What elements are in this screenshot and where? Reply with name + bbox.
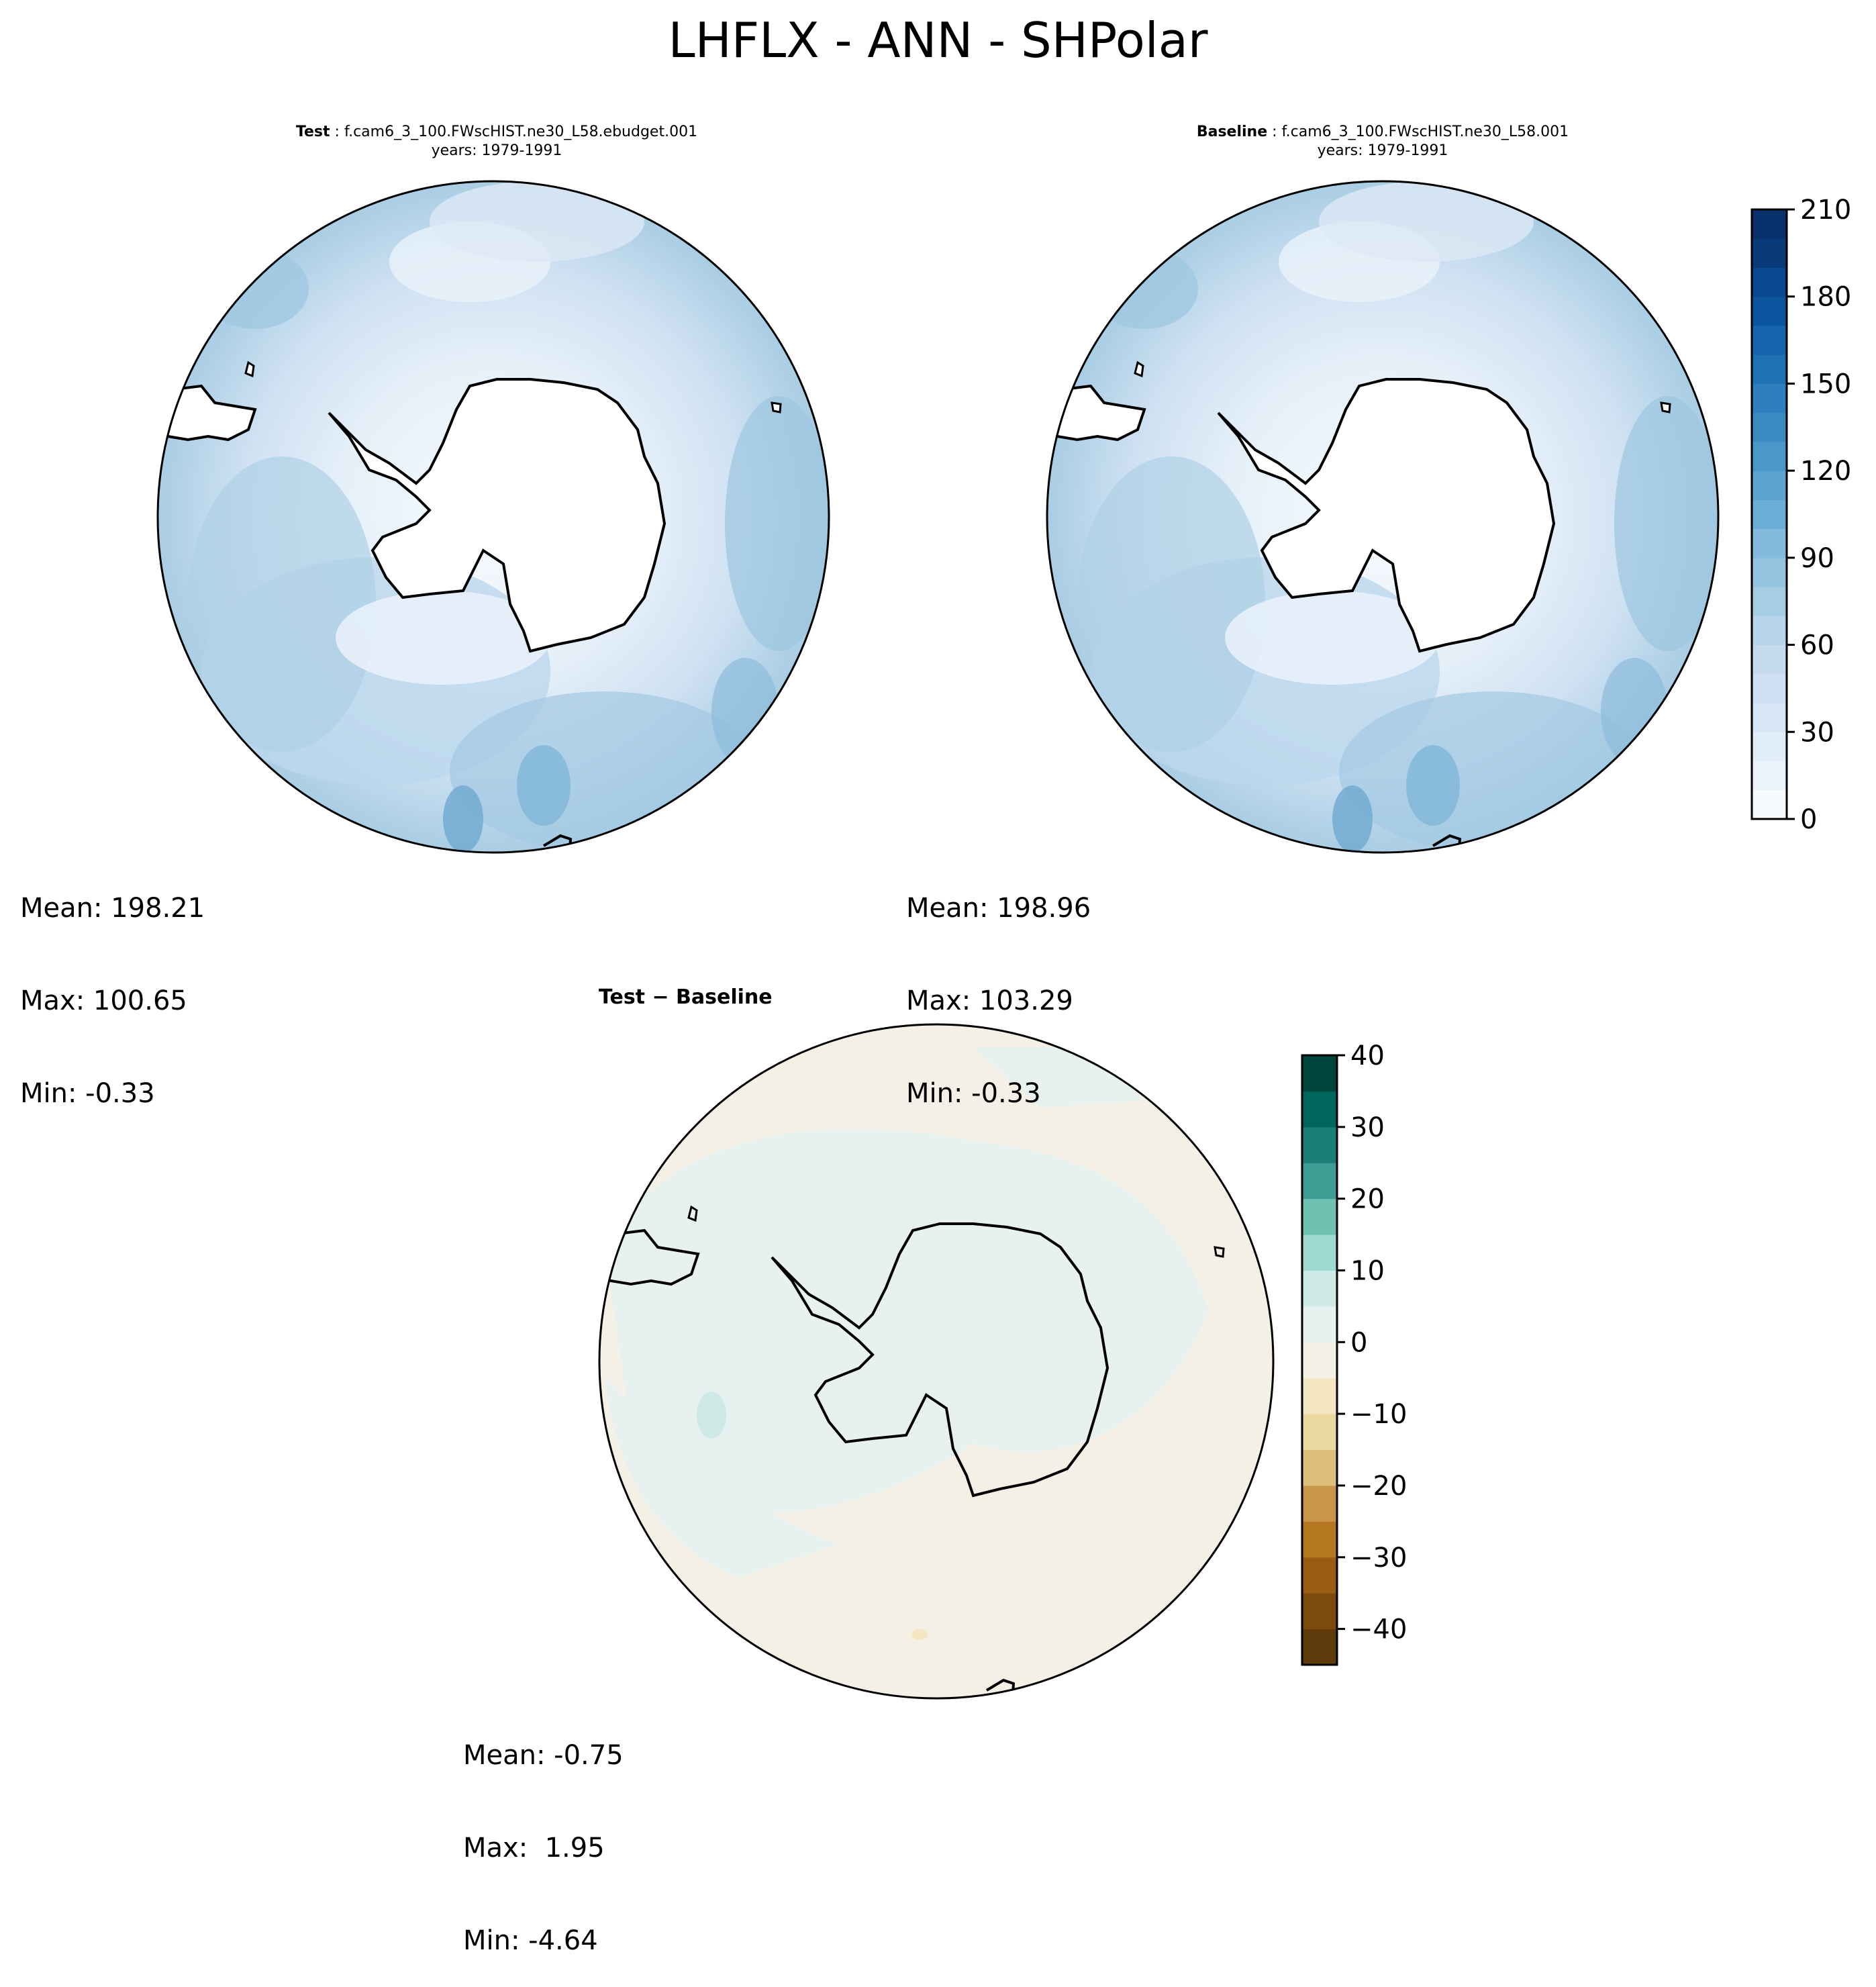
test-antarctica-land xyxy=(328,378,667,653)
diff-mean: Mean: -0.75 xyxy=(463,1740,624,1771)
diff-colorbar-segment xyxy=(1302,1377,1337,1414)
diff-colorbar-tick-label: −10 xyxy=(1350,1399,1407,1430)
diff-panel-title: Test − Baseline xyxy=(599,985,773,1009)
diff-colorbar-tick-label: −40 xyxy=(1350,1614,1407,1645)
baseline-panel-title: Baseline : f.cam6_3_100.FWscHIST.ne30_L5… xyxy=(1060,123,1705,160)
baseline-stats: Mean: 198.96 Max: 103.29 Min: -0.33 xyxy=(906,831,1091,1140)
diff-colorbar-tick-label: 20 xyxy=(1350,1184,1385,1215)
main-colorbar-segment xyxy=(1752,267,1787,297)
main-colorbar-segment xyxy=(1752,325,1787,355)
main-colorbar-tick-label: 0 xyxy=(1800,804,1817,832)
diff-colorbar: 40 30 20 10 0 −10 −20 −30 −40 xyxy=(1301,1040,1407,1666)
main-colorbar-segment xyxy=(1752,499,1787,530)
diff-colorbar-segment xyxy=(1302,1126,1337,1163)
diff-colorbar-tick-label: 30 xyxy=(1350,1112,1385,1143)
main-colorbar-segment xyxy=(1752,557,1787,587)
main-colorbar-segment xyxy=(1752,441,1787,471)
main-colorbar-tick-label: 150 xyxy=(1800,369,1851,399)
main-colorbar-segment xyxy=(1752,238,1787,268)
test-label: Test xyxy=(295,124,330,140)
diff-colorbar-segment xyxy=(1302,1234,1337,1271)
main-colorbar-frame xyxy=(1750,208,1788,820)
test-case-name: f.cam6_3_100.FWscHIST.ne30_L58.ebudget.0… xyxy=(344,124,698,140)
diff-colorbar-segment xyxy=(1302,1270,1337,1307)
diff-colorbar-segment xyxy=(1302,1091,1337,1128)
diff-stats: Mean: -0.75 Max: 1.95 Min: -4.64 xyxy=(463,1678,624,1987)
diff-colorbar-segment xyxy=(1302,1557,1337,1594)
diff-colorbar-frame xyxy=(1301,1054,1338,1666)
main-colorbar-tick-label: 30 xyxy=(1800,717,1834,748)
baseline-mean: Mean: 198.96 xyxy=(906,893,1091,924)
main-colorbar-tick-label: 60 xyxy=(1800,630,1834,661)
test-panel-title: Test : f.cam6_3_100.FWscHIST.ne30_L58.eb… xyxy=(175,123,819,160)
main-colorbar-segment xyxy=(1752,616,1787,646)
test-map-boundary xyxy=(156,180,830,854)
main-colorbar-segment xyxy=(1752,296,1787,326)
main-colorbar-segment xyxy=(1752,673,1787,704)
main-colorbar-segment xyxy=(1752,587,1787,616)
diff-colorbar-segment xyxy=(1302,1163,1337,1200)
baseline-case-name: f.cam6_3_100.FWscHIST.ne30_L58.001 xyxy=(1281,124,1569,140)
test-min: Min: -0.33 xyxy=(20,1078,155,1109)
main-colorbar-segment xyxy=(1752,383,1787,414)
main-colorbar-segment xyxy=(1752,644,1787,675)
main-colorbar-segment xyxy=(1752,471,1787,500)
diff-colorbar-segment xyxy=(1302,1414,1337,1451)
test-polar-map xyxy=(156,180,830,854)
baseline-label: Baseline xyxy=(1196,124,1268,140)
diff-colorbar-tick-label: 0 xyxy=(1350,1327,1367,1358)
diff-colorbar-segment xyxy=(1302,1593,1337,1630)
diff-colorbar-tick-label: 40 xyxy=(1350,1040,1385,1071)
test-field xyxy=(158,181,829,853)
main-colorbar-tick-label: 120 xyxy=(1800,456,1851,487)
test-stats: Mean: 198.21 Max: 100.65 Min: -0.33 xyxy=(20,831,205,1140)
main-colorbar-segment xyxy=(1752,789,1787,820)
test-max: Max: 100.65 xyxy=(20,985,187,1016)
baseline-max: Max: 103.29 xyxy=(906,985,1073,1016)
diff-colorbar-segment xyxy=(1302,1342,1337,1379)
test-years: years: 1979-1991 xyxy=(431,142,562,159)
main-colorbar-segment xyxy=(1752,703,1787,732)
diff-min: Min: -4.64 xyxy=(463,1925,598,1956)
diff-colorbar-segment xyxy=(1302,1521,1337,1558)
diff-colorbar-segment xyxy=(1302,1198,1337,1235)
main-colorbar-tick-label: 180 xyxy=(1800,282,1851,313)
main-colorbar-segment xyxy=(1752,732,1787,762)
baseline-years: years: 1979-1991 xyxy=(1317,142,1448,159)
figure-title: LHFLX - ANN - SHPolar xyxy=(668,12,1208,68)
diff-colorbar-segment xyxy=(1302,1629,1337,1665)
main-colorbar-segment xyxy=(1752,412,1787,442)
main-colorbar: 0 30 60 90 120 150 180 210 xyxy=(1750,195,1851,832)
diff-max: Max: 1.95 xyxy=(463,1833,605,1863)
main-colorbar-segment xyxy=(1752,761,1787,791)
diff-colorbar-segment xyxy=(1302,1055,1337,1092)
main-colorbar-segment xyxy=(1752,354,1787,384)
baseline-min: Min: -0.33 xyxy=(906,1078,1041,1109)
diff-colorbar-segment xyxy=(1302,1449,1337,1486)
test-mean: Mean: 198.21 xyxy=(20,893,205,924)
main-colorbar-tick-label: 210 xyxy=(1800,195,1851,226)
diff-colorbar-tick-label: −20 xyxy=(1350,1471,1407,1502)
diff-colorbar-segment xyxy=(1302,1485,1337,1522)
diff-colorbar-tick-label: 10 xyxy=(1350,1255,1385,1286)
main-colorbar-tick-label: 90 xyxy=(1800,543,1834,574)
main-colorbar-segment xyxy=(1752,209,1787,239)
diff-colorbar-tick-label: −30 xyxy=(1350,1543,1407,1573)
main-colorbar-segment xyxy=(1752,528,1787,559)
diff-colorbar-segment xyxy=(1302,1306,1337,1343)
